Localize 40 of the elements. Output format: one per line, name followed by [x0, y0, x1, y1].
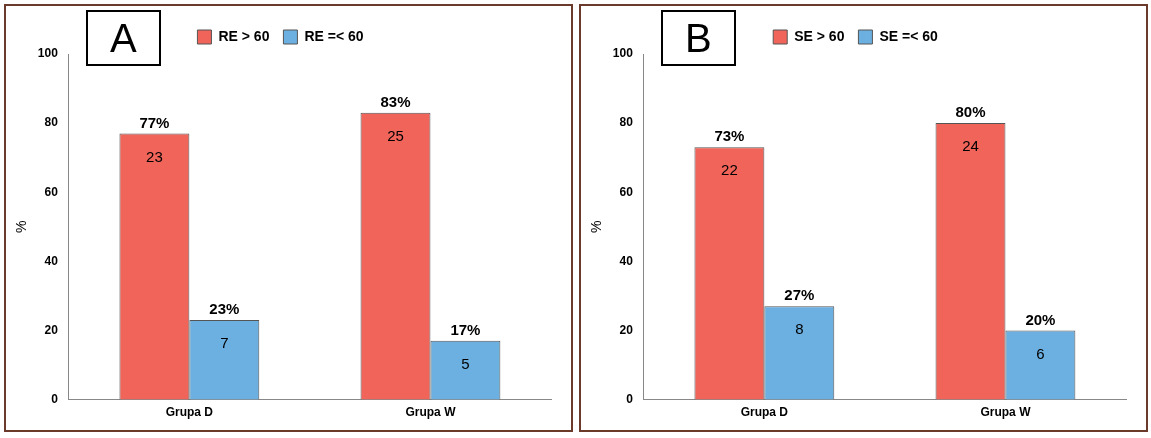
y-tick-label: 0 — [626, 391, 634, 406]
y-tick-label: 60 — [619, 184, 634, 199]
annotation: 24 — [962, 137, 979, 155]
annotation: 8 — [795, 320, 804, 338]
y-axis-title: % — [13, 220, 30, 234]
legend-label: RE > 60 — [218, 27, 270, 44]
y-tick-label: 0 — [51, 391, 59, 406]
legend-label: SE > 60 — [794, 27, 845, 44]
y-tick-label: 80 — [619, 115, 634, 130]
annotation: 25 — [387, 126, 404, 144]
data-label: 17% — [450, 320, 481, 338]
annotation: 23 — [146, 147, 163, 165]
y-tick-label: 20 — [619, 322, 634, 337]
y-tick-label: 20 — [44, 322, 59, 337]
x-tick-label: Grupa D — [165, 405, 214, 420]
x-tick-label: Grupa W — [405, 405, 457, 420]
data-label: 80% — [955, 103, 986, 121]
data-label: 77% — [139, 113, 170, 131]
legend-label: RE =< 60 — [304, 27, 364, 44]
y-tick-label: 100 — [612, 46, 634, 61]
chart-title: A — [86, 10, 161, 66]
legend-label: SE =< 60 — [879, 27, 938, 44]
data-label: 83% — [380, 92, 411, 110]
annotation: 7 — [220, 334, 229, 352]
annotation: 5 — [461, 354, 470, 372]
data-label: 27% — [784, 286, 815, 304]
y-tick-label: 40 — [619, 253, 634, 268]
y-axis-title: % — [588, 220, 605, 234]
annotation: 6 — [1036, 344, 1045, 362]
data-label: 23% — [209, 300, 240, 318]
annotation: 22 — [721, 161, 738, 179]
y-tick-label: 40 — [44, 253, 59, 268]
y-tick-label: 60 — [44, 184, 59, 199]
data-label: 20% — [1025, 310, 1056, 328]
y-tick-label: 80 — [44, 115, 59, 130]
y-tick-label: 100 — [37, 46, 59, 61]
data-label: 73% — [714, 127, 745, 145]
x-tick-label: Grupa D — [740, 405, 789, 420]
x-tick-label: Grupa W — [980, 405, 1032, 420]
chart-title: B — [661, 10, 736, 66]
